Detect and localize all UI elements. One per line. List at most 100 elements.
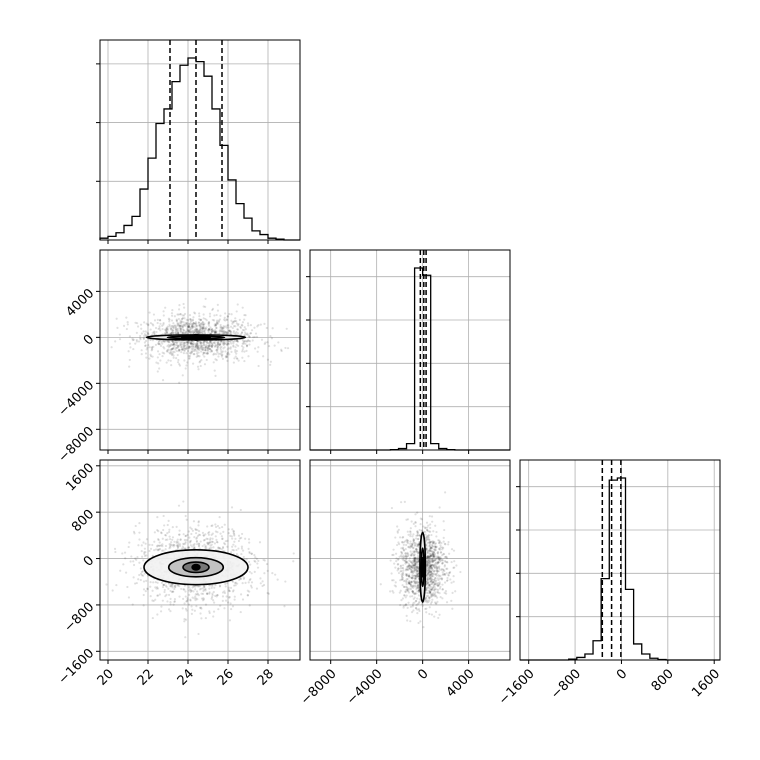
scatter-point bbox=[220, 353, 223, 357]
scatter-point bbox=[168, 351, 171, 354]
scatter-point bbox=[399, 570, 402, 573]
scatter-point bbox=[181, 545, 184, 548]
scatter-point bbox=[434, 601, 437, 604]
panel-frame bbox=[99, 39, 301, 241]
scatter-point bbox=[249, 577, 252, 581]
scatter-point bbox=[251, 339, 254, 342]
scatter-point bbox=[428, 569, 431, 572]
scatter-point bbox=[181, 348, 184, 351]
scatter-point bbox=[176, 361, 180, 364]
scatter-point bbox=[430, 576, 433, 579]
scatter-point bbox=[429, 546, 432, 549]
scatter-point bbox=[199, 341, 203, 344]
scatter-point bbox=[195, 330, 198, 333]
scatter-point bbox=[183, 332, 186, 335]
scatter-point bbox=[202, 305, 205, 308]
scatter-point bbox=[403, 500, 406, 503]
scatter-point bbox=[216, 593, 219, 597]
scatter-point bbox=[410, 564, 413, 567]
scatter-point bbox=[231, 326, 234, 330]
scatter-point bbox=[413, 577, 416, 580]
scatter-point bbox=[427, 557, 430, 560]
scatter-point bbox=[184, 344, 187, 347]
scatter-point bbox=[439, 557, 442, 560]
scatter-point bbox=[181, 314, 184, 317]
scatter-point bbox=[127, 545, 130, 549]
scatter-point bbox=[411, 566, 414, 569]
scatter-point bbox=[408, 582, 412, 586]
scatter-point bbox=[410, 565, 413, 568]
scatter-point bbox=[227, 351, 230, 354]
scatter-point bbox=[222, 343, 226, 346]
scatter-point bbox=[169, 351, 173, 354]
scatter-point bbox=[172, 326, 175, 329]
scatter-point bbox=[148, 543, 151, 546]
x-tick-label: −800 bbox=[548, 666, 584, 702]
scatter-point bbox=[202, 325, 205, 328]
scatter-point bbox=[429, 591, 432, 594]
scatter-point bbox=[186, 361, 189, 364]
scatter-point bbox=[243, 329, 246, 332]
scatter-point bbox=[432, 564, 435, 567]
scatter-point bbox=[413, 563, 416, 566]
scatter-point bbox=[431, 581, 435, 584]
scatter-point bbox=[174, 327, 177, 330]
scatter-point bbox=[417, 573, 420, 576]
scatter-point bbox=[434, 593, 437, 596]
scatter-point bbox=[427, 589, 430, 592]
scatter-point bbox=[219, 325, 222, 328]
scatter-point bbox=[431, 560, 435, 563]
scatter-point bbox=[402, 554, 405, 557]
scatter-point bbox=[429, 550, 432, 553]
scatter-point bbox=[169, 603, 172, 606]
scatter-point bbox=[159, 544, 163, 547]
scatter-point bbox=[183, 306, 186, 309]
scatter-point bbox=[446, 567, 449, 570]
scatter-point bbox=[229, 602, 232, 605]
scatter-point bbox=[156, 613, 159, 616]
scatter-point bbox=[410, 581, 413, 584]
scatter-point bbox=[187, 332, 190, 335]
scatter-point bbox=[223, 523, 226, 526]
scatter-point bbox=[215, 321, 218, 324]
scatter-point bbox=[404, 555, 407, 558]
scatter-point bbox=[177, 340, 181, 343]
scatter-point bbox=[427, 568, 430, 572]
scatter-point bbox=[426, 559, 429, 562]
scatter-point bbox=[400, 550, 403, 554]
scatter-point bbox=[412, 564, 415, 567]
scatter-point bbox=[225, 340, 228, 343]
scatter-point bbox=[184, 534, 187, 537]
scatter-point bbox=[426, 537, 429, 540]
scatter-point bbox=[187, 324, 191, 328]
scatter-point bbox=[224, 585, 227, 588]
scatter-point bbox=[225, 355, 229, 359]
scatter-point bbox=[426, 529, 429, 533]
scatter-point bbox=[220, 339, 224, 343]
scatter-point bbox=[170, 348, 173, 351]
scatter-point bbox=[189, 320, 192, 323]
scatter-point bbox=[221, 545, 225, 549]
scatter-point bbox=[172, 341, 175, 344]
scatter-point bbox=[231, 340, 235, 343]
scatter-point bbox=[220, 355, 224, 358]
scatter-point bbox=[123, 551, 127, 554]
scatter-point bbox=[262, 558, 265, 562]
scatter-point bbox=[156, 350, 160, 353]
scatter-point bbox=[170, 319, 174, 322]
scatter-point bbox=[201, 323, 205, 326]
y-tick-label: 0 bbox=[81, 553, 97, 569]
scatter-point bbox=[204, 345, 207, 348]
scatter-point bbox=[226, 343, 229, 346]
scatter-point bbox=[416, 565, 419, 568]
scatter-point bbox=[208, 547, 211, 550]
scatter-point bbox=[409, 554, 412, 557]
scatter-point bbox=[188, 540, 192, 543]
scatter-point bbox=[409, 605, 413, 608]
scatter-point bbox=[232, 529, 235, 533]
scatter-point bbox=[401, 571, 405, 574]
scatter-point bbox=[416, 560, 419, 564]
scatter-point bbox=[208, 591, 211, 594]
scatter-point bbox=[432, 575, 435, 578]
scatter-point bbox=[418, 528, 421, 532]
